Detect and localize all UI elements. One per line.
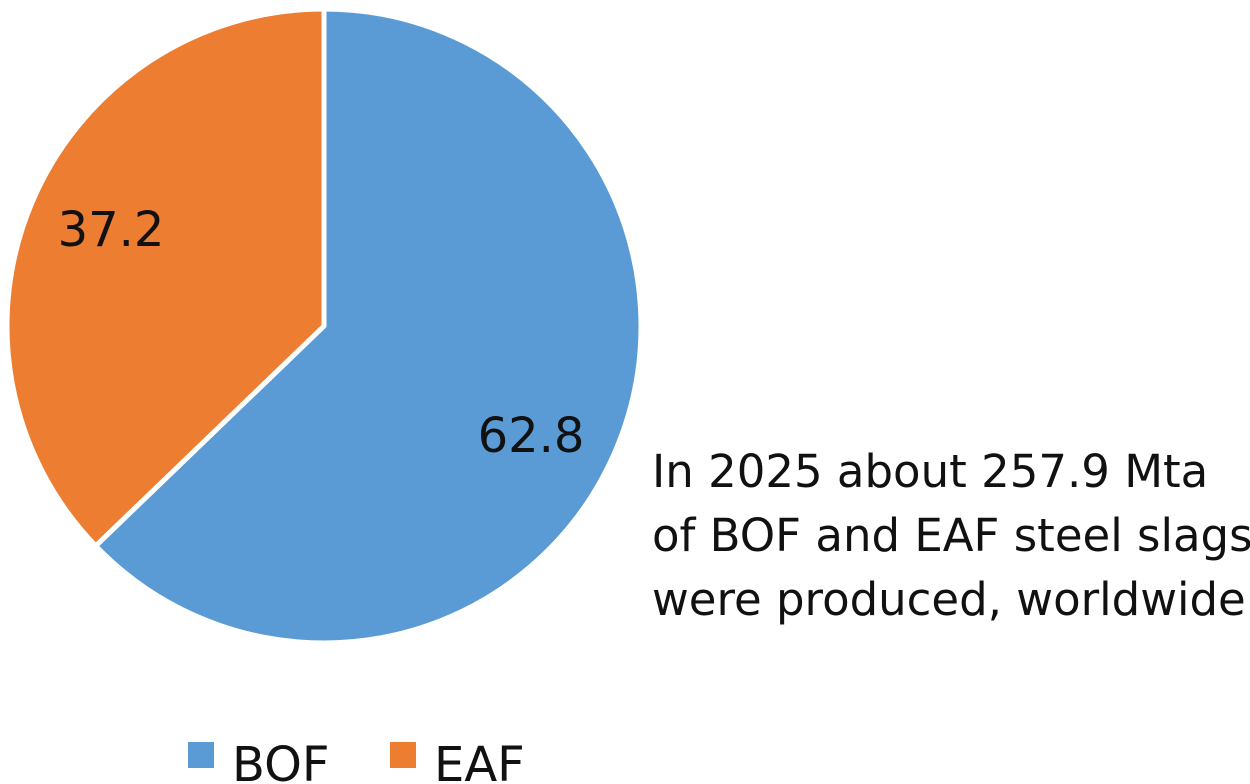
chart-annotation: In 2025 about 257.9 Mta of BOF and EAF s… [652,440,1250,632]
legend-swatch-eaf [390,742,416,768]
pie-slice-bof [93,6,644,646]
legend-swatch-bof [188,742,214,768]
legend-label-eaf: EAF [434,737,525,784]
data-label-bof: 62.8 [478,408,585,464]
data-label-eaf: 37.2 [58,202,165,258]
pie-slices [4,6,644,646]
annotation-line-1: In 2025 about 257.9 Mta [652,445,1209,498]
legend-label-bof: BOF [232,737,329,784]
pie-data-labels: 62.8 37.2 [58,202,585,464]
annotation-line-3: were produced, worldwide [652,573,1246,626]
pie-slice-eaf [4,6,327,549]
annotation-line-2: of BOF and EAF steel slags [652,509,1250,562]
legend: BOF EAF [188,737,525,784]
